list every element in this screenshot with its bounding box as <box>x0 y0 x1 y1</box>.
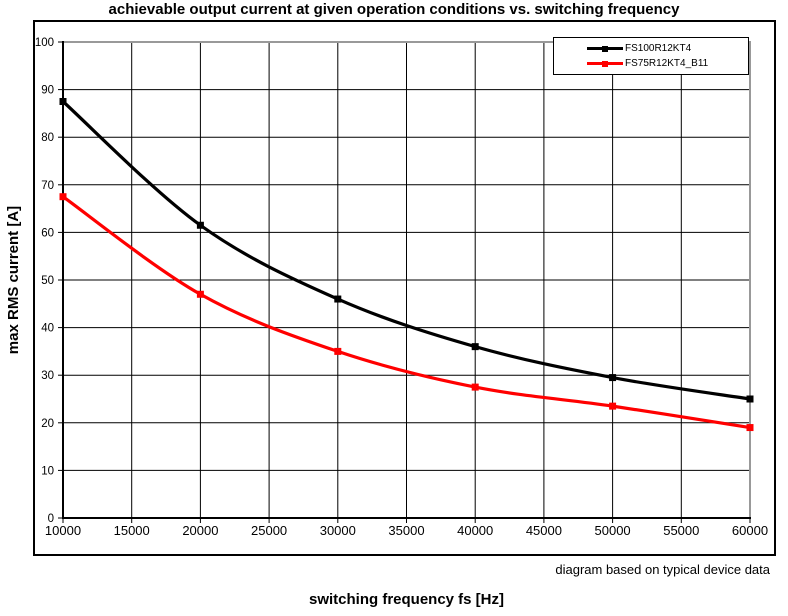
chart-frame <box>33 20 776 556</box>
data-source-note: diagram based on typical device data <box>555 562 770 577</box>
gridlines <box>62 41 751 519</box>
y-axis-title: max RMS current [A] <box>5 205 22 355</box>
y-tick-label: 20 <box>41 418 54 430</box>
x-tick-labels: 10000 15000 20000 25000 30000 35000 40000 45000… <box>45 523 768 538</box>
y-tick-label: 50 <box>41 275 54 287</box>
y-tick-label: 70 <box>41 180 54 192</box>
data-point-marker <box>196 221 204 229</box>
x-tick-label: 35000 <box>388 523 424 538</box>
x-tick-label: 25000 <box>251 523 287 538</box>
x-tick-label: 40000 <box>457 523 493 538</box>
y-tick-label: 10 <box>41 465 54 477</box>
data-point-marker <box>334 347 342 355</box>
y-tick-label: 30 <box>41 370 54 382</box>
legend-label: FS75R12KT4_B11 <box>625 58 709 69</box>
x-tick-label: 30000 <box>320 523 356 538</box>
data-point-marker <box>471 343 479 351</box>
x-tick-label: 10000 <box>45 523 81 538</box>
data-point-marker <box>59 193 67 201</box>
legend-line-marker-icon <box>587 60 623 68</box>
legend: FS100R12KT4 FS75R12KT4_B11 <box>553 37 749 75</box>
data-point-marker <box>334 295 342 303</box>
legend-item-fs75r12kt4-b11: FS75R12KT4_B11 <box>587 57 748 71</box>
x-tick-label: 60000 <box>732 523 768 538</box>
series-fs75r12kt4-b11 <box>59 193 754 432</box>
y-tick-label: 100 <box>35 37 54 49</box>
y-tick-label: 60 <box>41 227 54 239</box>
tick-marks <box>58 41 751 523</box>
x-tick-label: 50000 <box>595 523 631 538</box>
legend-line-marker-icon <box>587 45 623 53</box>
x-tick-label: 20000 <box>182 523 218 538</box>
data-point-marker <box>746 424 754 432</box>
data-point-marker <box>746 395 754 403</box>
data-point-marker <box>609 374 617 382</box>
x-tick-label: 15000 <box>114 523 150 538</box>
legend-label: FS100R12KT4 <box>625 43 692 54</box>
y-tick-labels: 0 10 20 30 40 50 60 70 80 90 100 <box>35 37 54 525</box>
data-point-marker <box>196 290 204 298</box>
series-fs100r12kt4 <box>59 98 754 403</box>
chart-title: achievable output current at given opera… <box>108 1 680 18</box>
y-tick-label: 40 <box>41 323 54 335</box>
x-tick-label: 45000 <box>526 523 562 538</box>
data-point-marker <box>471 383 479 391</box>
series-line <box>61 99 752 401</box>
y-tick-label: 0 <box>48 513 54 525</box>
data-point-marker <box>609 402 617 410</box>
y-tick-label: 90 <box>41 85 54 97</box>
x-tick-label: 55000 <box>663 523 699 538</box>
data-point-marker <box>59 98 67 105</box>
series-line <box>61 195 752 430</box>
legend-item-fs100r12kt4: FS100R12KT4 <box>587 42 748 56</box>
x-axis-title: switching frequency fs [Hz] <box>308 591 505 608</box>
y-tick-label: 80 <box>41 132 54 144</box>
